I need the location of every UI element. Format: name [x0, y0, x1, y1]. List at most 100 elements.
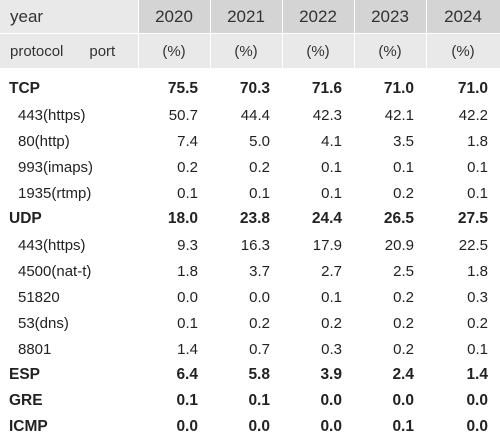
cell-value: 22.5	[458, 236, 488, 254]
cell-value: 71.0	[457, 80, 488, 97]
row-label: 80(http)	[18, 132, 70, 150]
year-2023-header: 2023	[354, 0, 427, 34]
cell-value: 44.4	[240, 106, 270, 124]
row-label: ESP	[9, 366, 41, 383]
table-row: 443(https) 9.3 16.3 17.9 20.9 22.5	[0, 232, 500, 258]
year-label: year	[0, 0, 139, 34]
year-2020-header: 2020	[138, 0, 211, 34]
row-label: 4500(nat-t)	[18, 262, 92, 280]
row-label: 53(dns)	[18, 314, 69, 332]
cell-value: 3.5	[393, 132, 414, 150]
row-label: 993(imaps)	[18, 158, 94, 176]
cell-value: 71.6	[311, 80, 342, 97]
cell-value: 0.1	[467, 340, 488, 358]
cell-value: 0.2	[321, 314, 342, 332]
cell-value: 3.9	[320, 366, 342, 383]
cell-value: 0.7	[249, 340, 270, 358]
row-label: 443(https)	[18, 106, 86, 124]
cell-value: 1.8	[467, 132, 488, 150]
cell-value: 9.3	[177, 236, 198, 254]
table-row: 53(dns) 0.1 0.2 0.2 0.2 0.2	[0, 310, 500, 336]
unit-cell: (%)	[426, 33, 500, 68]
cell-value: 0.1	[248, 392, 270, 409]
year-2022-header: 2022	[282, 0, 355, 34]
row-label: 1935(rtmp)	[18, 184, 92, 202]
row-label: UDP	[9, 210, 42, 227]
unit-cell: (%)	[138, 33, 211, 68]
cell-value: 42.3	[312, 106, 342, 124]
cell-value: 0.0	[249, 288, 270, 306]
row-label: GRE	[9, 392, 43, 409]
row-label: 51820	[18, 288, 60, 306]
table-row: 443(https) 50.7 44.4 42.3 42.1 42.2	[0, 102, 500, 128]
cell-value: 42.2	[458, 106, 488, 124]
row-label: 8801	[18, 340, 52, 358]
cell-value: 20.9	[384, 236, 414, 254]
protocol-label: protocol	[10, 42, 64, 60]
cell-value: 75.5	[167, 80, 198, 97]
cell-value: 1.8	[467, 262, 488, 280]
cell-value: 0.1	[177, 184, 198, 202]
cell-value: 50.7	[168, 106, 198, 124]
row-label: TCP	[9, 80, 40, 97]
cell-value: 0.2	[393, 184, 414, 202]
cell-value: 3.7	[249, 262, 270, 280]
cell-value: 0.2	[393, 314, 414, 332]
cell-value: 0.2	[177, 158, 198, 176]
cell-value: 27.5	[457, 210, 488, 227]
table-body: TCP 75.5 70.3 71.6 71.0 71.0 443(https) …	[0, 68, 500, 440]
unit-header-row: protocol port (%) (%) (%) (%) (%)	[0, 33, 500, 68]
cell-value: 0.0	[466, 418, 488, 435]
cell-value: 0.2	[467, 314, 488, 332]
row-label: 443(https)	[18, 236, 86, 254]
cell-value: 2.4	[392, 366, 414, 383]
year-2021-header: 2021	[210, 0, 283, 34]
table-row: ESP 6.4 5.8 3.9 2.4 1.4	[0, 362, 500, 388]
cell-value: 0.3	[321, 340, 342, 358]
cell-value: 16.3	[240, 236, 270, 254]
cell-value: 0.2	[249, 314, 270, 332]
cell-value: 2.5	[393, 262, 414, 280]
cell-value: 0.1	[321, 184, 342, 202]
table-row: TCP 75.5 70.3 71.6 71.0 71.0	[0, 68, 500, 102]
cell-value: 0.2	[393, 288, 414, 306]
cell-value: 0.3	[467, 288, 488, 306]
cell-value: 0.0	[248, 418, 270, 435]
cell-value: 42.1	[384, 106, 414, 124]
table-row: 4500(nat-t) 1.8 3.7 2.7 2.5 1.8	[0, 258, 500, 284]
protocol-port-label: protocol port	[0, 33, 139, 68]
cell-value: 18.0	[167, 210, 198, 227]
cell-value: 1.4	[466, 366, 488, 383]
year-header-row: year 2020 2021 2022 2023 2024	[0, 0, 500, 34]
cell-value: 5.8	[248, 366, 270, 383]
table-row: 80(http) 7.4 5.0 4.1 3.5 1.8	[0, 128, 500, 154]
cell-value: 26.5	[383, 210, 414, 227]
cell-value: 0.1	[393, 158, 414, 176]
cell-value: 0.0	[320, 418, 342, 435]
cell-value: 0.2	[249, 158, 270, 176]
cell-value: 0.1	[467, 158, 488, 176]
unit-cell: (%)	[354, 33, 427, 68]
table-row: GRE 0.1 0.1 0.0 0.0 0.0	[0, 388, 500, 414]
cell-value: 0.1	[321, 158, 342, 176]
cell-value: 2.7	[321, 262, 342, 280]
table-row: UDP 18.0 23.8 24.4 26.5 27.5	[0, 206, 500, 232]
cell-value: 0.1	[249, 184, 270, 202]
cell-value: 0.0	[176, 418, 198, 435]
cell-value: 6.4	[176, 366, 198, 383]
cell-value: 0.2	[393, 340, 414, 358]
cell-value: 0.1	[177, 314, 198, 332]
cell-value: 0.1	[321, 288, 342, 306]
table-row: 51820 0.0 0.0 0.1 0.2 0.3	[0, 284, 500, 310]
table-row: 8801 1.4 0.7 0.3 0.2 0.1	[0, 336, 500, 362]
port-label: port	[89, 42, 116, 60]
cell-value: 0.1	[176, 392, 198, 409]
year-2024-header: 2024	[426, 0, 500, 34]
unit-cell: (%)	[210, 33, 283, 68]
table-row: ICMP 0.0 0.0 0.0 0.1 0.0	[0, 414, 500, 440]
cell-value: 23.8	[239, 210, 270, 227]
cell-value: 24.4	[311, 210, 342, 227]
cell-value: 0.1	[467, 184, 488, 202]
cell-value: 71.0	[383, 80, 414, 97]
